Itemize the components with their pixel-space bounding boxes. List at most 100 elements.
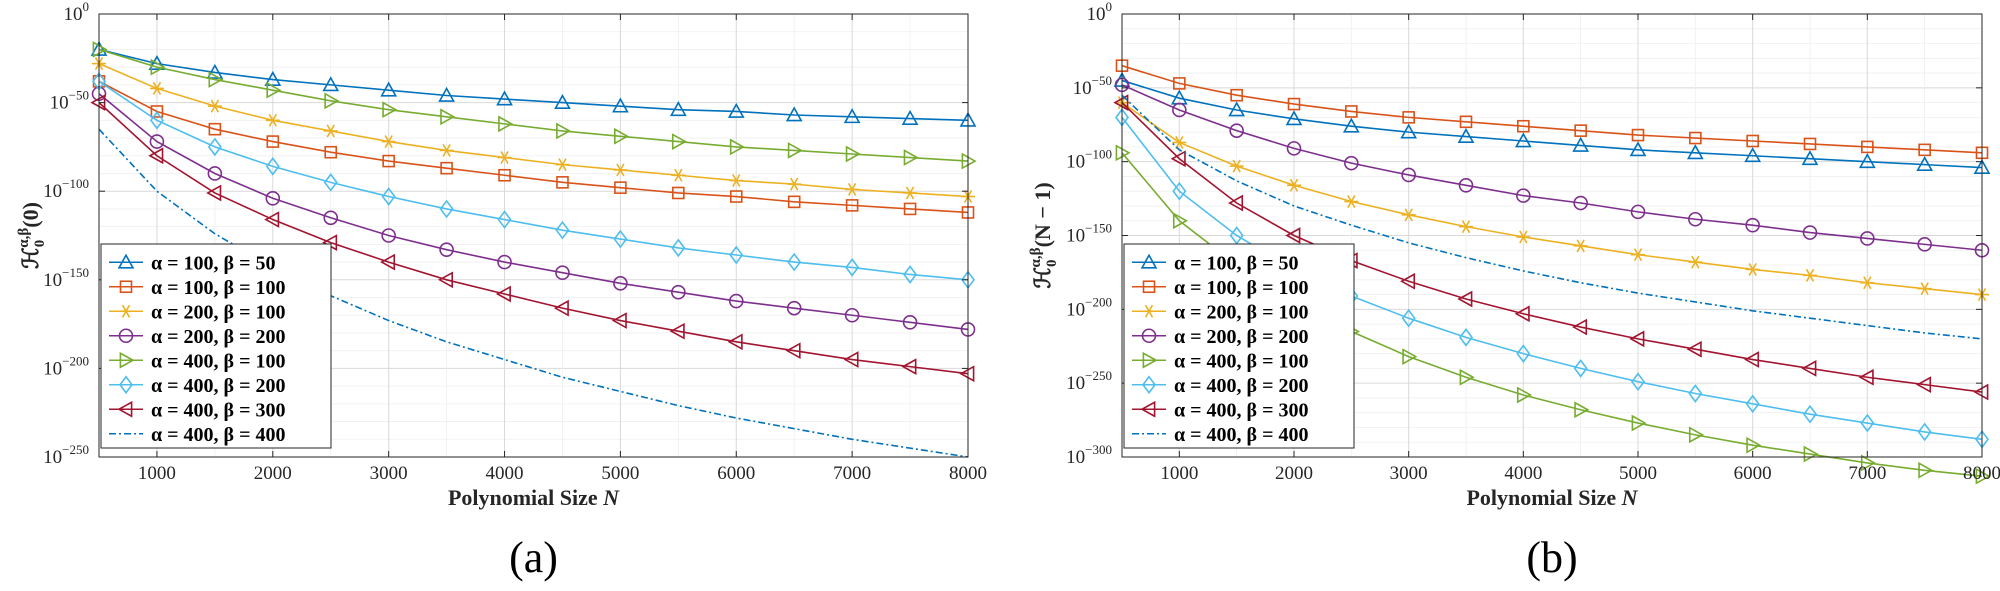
panel-a-series-5-point-8 (555, 220, 570, 240)
panel-a-series-5-point-5 (381, 187, 396, 206)
panel-b-series-5-point-8 (1573, 359, 1588, 378)
panel-a-series-0-point-6 (438, 86, 455, 102)
panel-a-series-2-point-2 (207, 99, 222, 113)
panel-a-series-5 (92, 72, 975, 290)
panel-b-series-1-point-9 (1631, 128, 1645, 142)
panel-b-series-2-point-10 (1688, 255, 1703, 269)
panel-b-legend-label-2: α = 200, β = 100 (1174, 301, 1309, 323)
panel-b-y-tick-2: 10−100 (1066, 147, 1112, 173)
panel-a-series-6-point-7 (495, 285, 511, 303)
panel-b-series-1-point-12 (1803, 137, 1817, 151)
panel-a-legend-marker-5 (119, 375, 133, 395)
panel-a-series-0-point-10 (669, 101, 687, 117)
panel-b-series-5-point-14 (1917, 422, 1932, 442)
panel-a-series-0-line (98, 48, 969, 122)
panel-a-series-6-point-11 (727, 333, 743, 351)
panel-b-series-2-point-3 (1287, 178, 1301, 192)
panel-b-series-4-point-15 (1975, 467, 1991, 485)
panel-b-series-4-point-1 (1172, 212, 1188, 230)
panel-b-series-6-point-9 (1629, 330, 1645, 348)
panel-b-series-6-point-3 (1285, 227, 1301, 244)
panel-b-series-0-point-8 (1572, 136, 1590, 152)
panel-a-series-0-point-13 (843, 108, 861, 124)
panel-b-series-4-point-0 (1115, 144, 1131, 162)
panel-b-x-tick-6: 7000 (1848, 463, 1886, 484)
panel-b-series-4-point-11 (1746, 436, 1762, 454)
panel-b-series-0 (1113, 71, 1991, 174)
panel-b-series-5-point-10 (1688, 384, 1703, 403)
panel-a-series-1-point-4 (324, 145, 338, 159)
panel-b-legend-marker-4 (1142, 351, 1158, 369)
panel-b-legend-label-6: α = 400, β = 300 (1174, 399, 1309, 421)
panel-b-series-2-line (1121, 101, 1983, 296)
panel-a-x-tick-3: 4000 (486, 463, 524, 484)
panel-a-series-4-point-3 (266, 81, 282, 99)
panel-a-legend-label-2: α = 200, β = 100 (151, 301, 286, 323)
panel-b-series-0-point-6 (1457, 127, 1475, 143)
panel-b-series-3-point-3 (1286, 141, 1302, 156)
panel-a-series-1-point-1 (150, 105, 164, 118)
panel-b-legend-item-1: α = 100, β = 100 (1132, 277, 1309, 299)
panel-b-x-tick-0: 1000 (1160, 463, 1198, 484)
panel-b-series-7 (1121, 94, 1983, 340)
panel-a-y-tick-3: 10−150 (43, 265, 89, 291)
panel-b-series-6-point-11 (1744, 351, 1760, 368)
panel-a-series-0-point-8 (554, 93, 571, 109)
panel-a-series-0-point-7 (496, 90, 513, 106)
panel-b-series-4-point-7 (1516, 386, 1532, 404)
panel-b-x-axis-label: Polynomial Size N (1466, 485, 1638, 510)
panel-a-legend-label-4: α = 400, β = 100 (151, 350, 286, 372)
panel-a-series-4-point-9 (613, 127, 630, 145)
panel-a-series-1-point-14 (903, 202, 917, 216)
panel-b-series-3-point-10 (1688, 211, 1703, 227)
panel-a-series-3-point-1 (149, 134, 165, 149)
panel-a-legend-label-5: α = 400, β = 200 (151, 375, 286, 397)
panel-a-series-4-point-2 (208, 71, 224, 88)
panel-b-series-6-point-10 (1686, 340, 1702, 358)
panel-b-series-3-point-12 (1802, 225, 1818, 240)
panel-a-y-tick-2: 10−100 (43, 176, 89, 202)
panel-b-legend-item-7: α = 400, β = 400 (1132, 424, 1309, 446)
panel-b-x-tick-7: 8000 (1963, 463, 2000, 484)
panel-a-series-4-point-10 (671, 133, 687, 150)
panel-b-series-3-line (1121, 84, 1983, 252)
panel-a-series-2-point-3 (265, 113, 280, 127)
panel-b-y-tick-4: 10−200 (1066, 294, 1112, 320)
panel-a-series-4-point-12 (787, 142, 803, 159)
panel-b-legend-marker-1 (1142, 280, 1156, 294)
panel-a-y-tick-1: 10−50 (50, 88, 89, 114)
panel-a-x-tick-2: 3000 (370, 463, 408, 484)
panel-a-series-5-point-2 (207, 137, 222, 157)
panel-b-series-6-point-0 (1113, 94, 1129, 111)
panel-a-series-5-point-10 (671, 238, 686, 258)
panel-b-series-4-point-9 (1631, 414, 1647, 432)
panel-b-series-6-point-6 (1457, 290, 1473, 308)
panel-b-series-3 (1114, 77, 1990, 258)
panel-b-legend-item-4: α = 400, β = 100 (1132, 350, 1309, 372)
panel-a-series-0-point-14 (901, 109, 919, 125)
panel-a-series-6-point-15 (959, 365, 975, 383)
panel-b-series-2-point-5 (1401, 208, 1416, 222)
panel-b-series-1-point-1 (1173, 77, 1186, 90)
panel-a-legend-label-0: α = 100, β = 50 (151, 252, 276, 274)
panel-b-series-1-point-4 (1345, 105, 1358, 118)
panel-b-series-0-point-13 (1858, 153, 1876, 169)
panel-a-series-1-point-9 (614, 181, 627, 194)
panel-b-series-4-point-14 (1918, 461, 1934, 479)
panel-a-legend-item-4: α = 400, β = 100 (109, 350, 286, 372)
panel-a-series-2-point-10 (671, 168, 686, 182)
panel-a-series-3-point-9 (613, 276, 628, 291)
panel-b-legend-item-3: α = 200, β = 200 (1132, 326, 1309, 348)
panel-b-legend-item-6: α = 400, β = 300 (1132, 399, 1309, 421)
panel-b-series-3-point-1 (1172, 102, 1187, 118)
panel-a-series-5-point-4 (323, 173, 338, 192)
panel-a-series-0-point-9 (612, 97, 629, 113)
panel-b-series-5-point-12 (1803, 404, 1817, 424)
panel-a-series-3-point-2 (207, 166, 223, 181)
panel-a-series-1-point-10 (672, 186, 685, 200)
panel-b-series-6-point-14 (1916, 376, 1932, 394)
panel-a-series-2-point-9 (613, 163, 628, 177)
